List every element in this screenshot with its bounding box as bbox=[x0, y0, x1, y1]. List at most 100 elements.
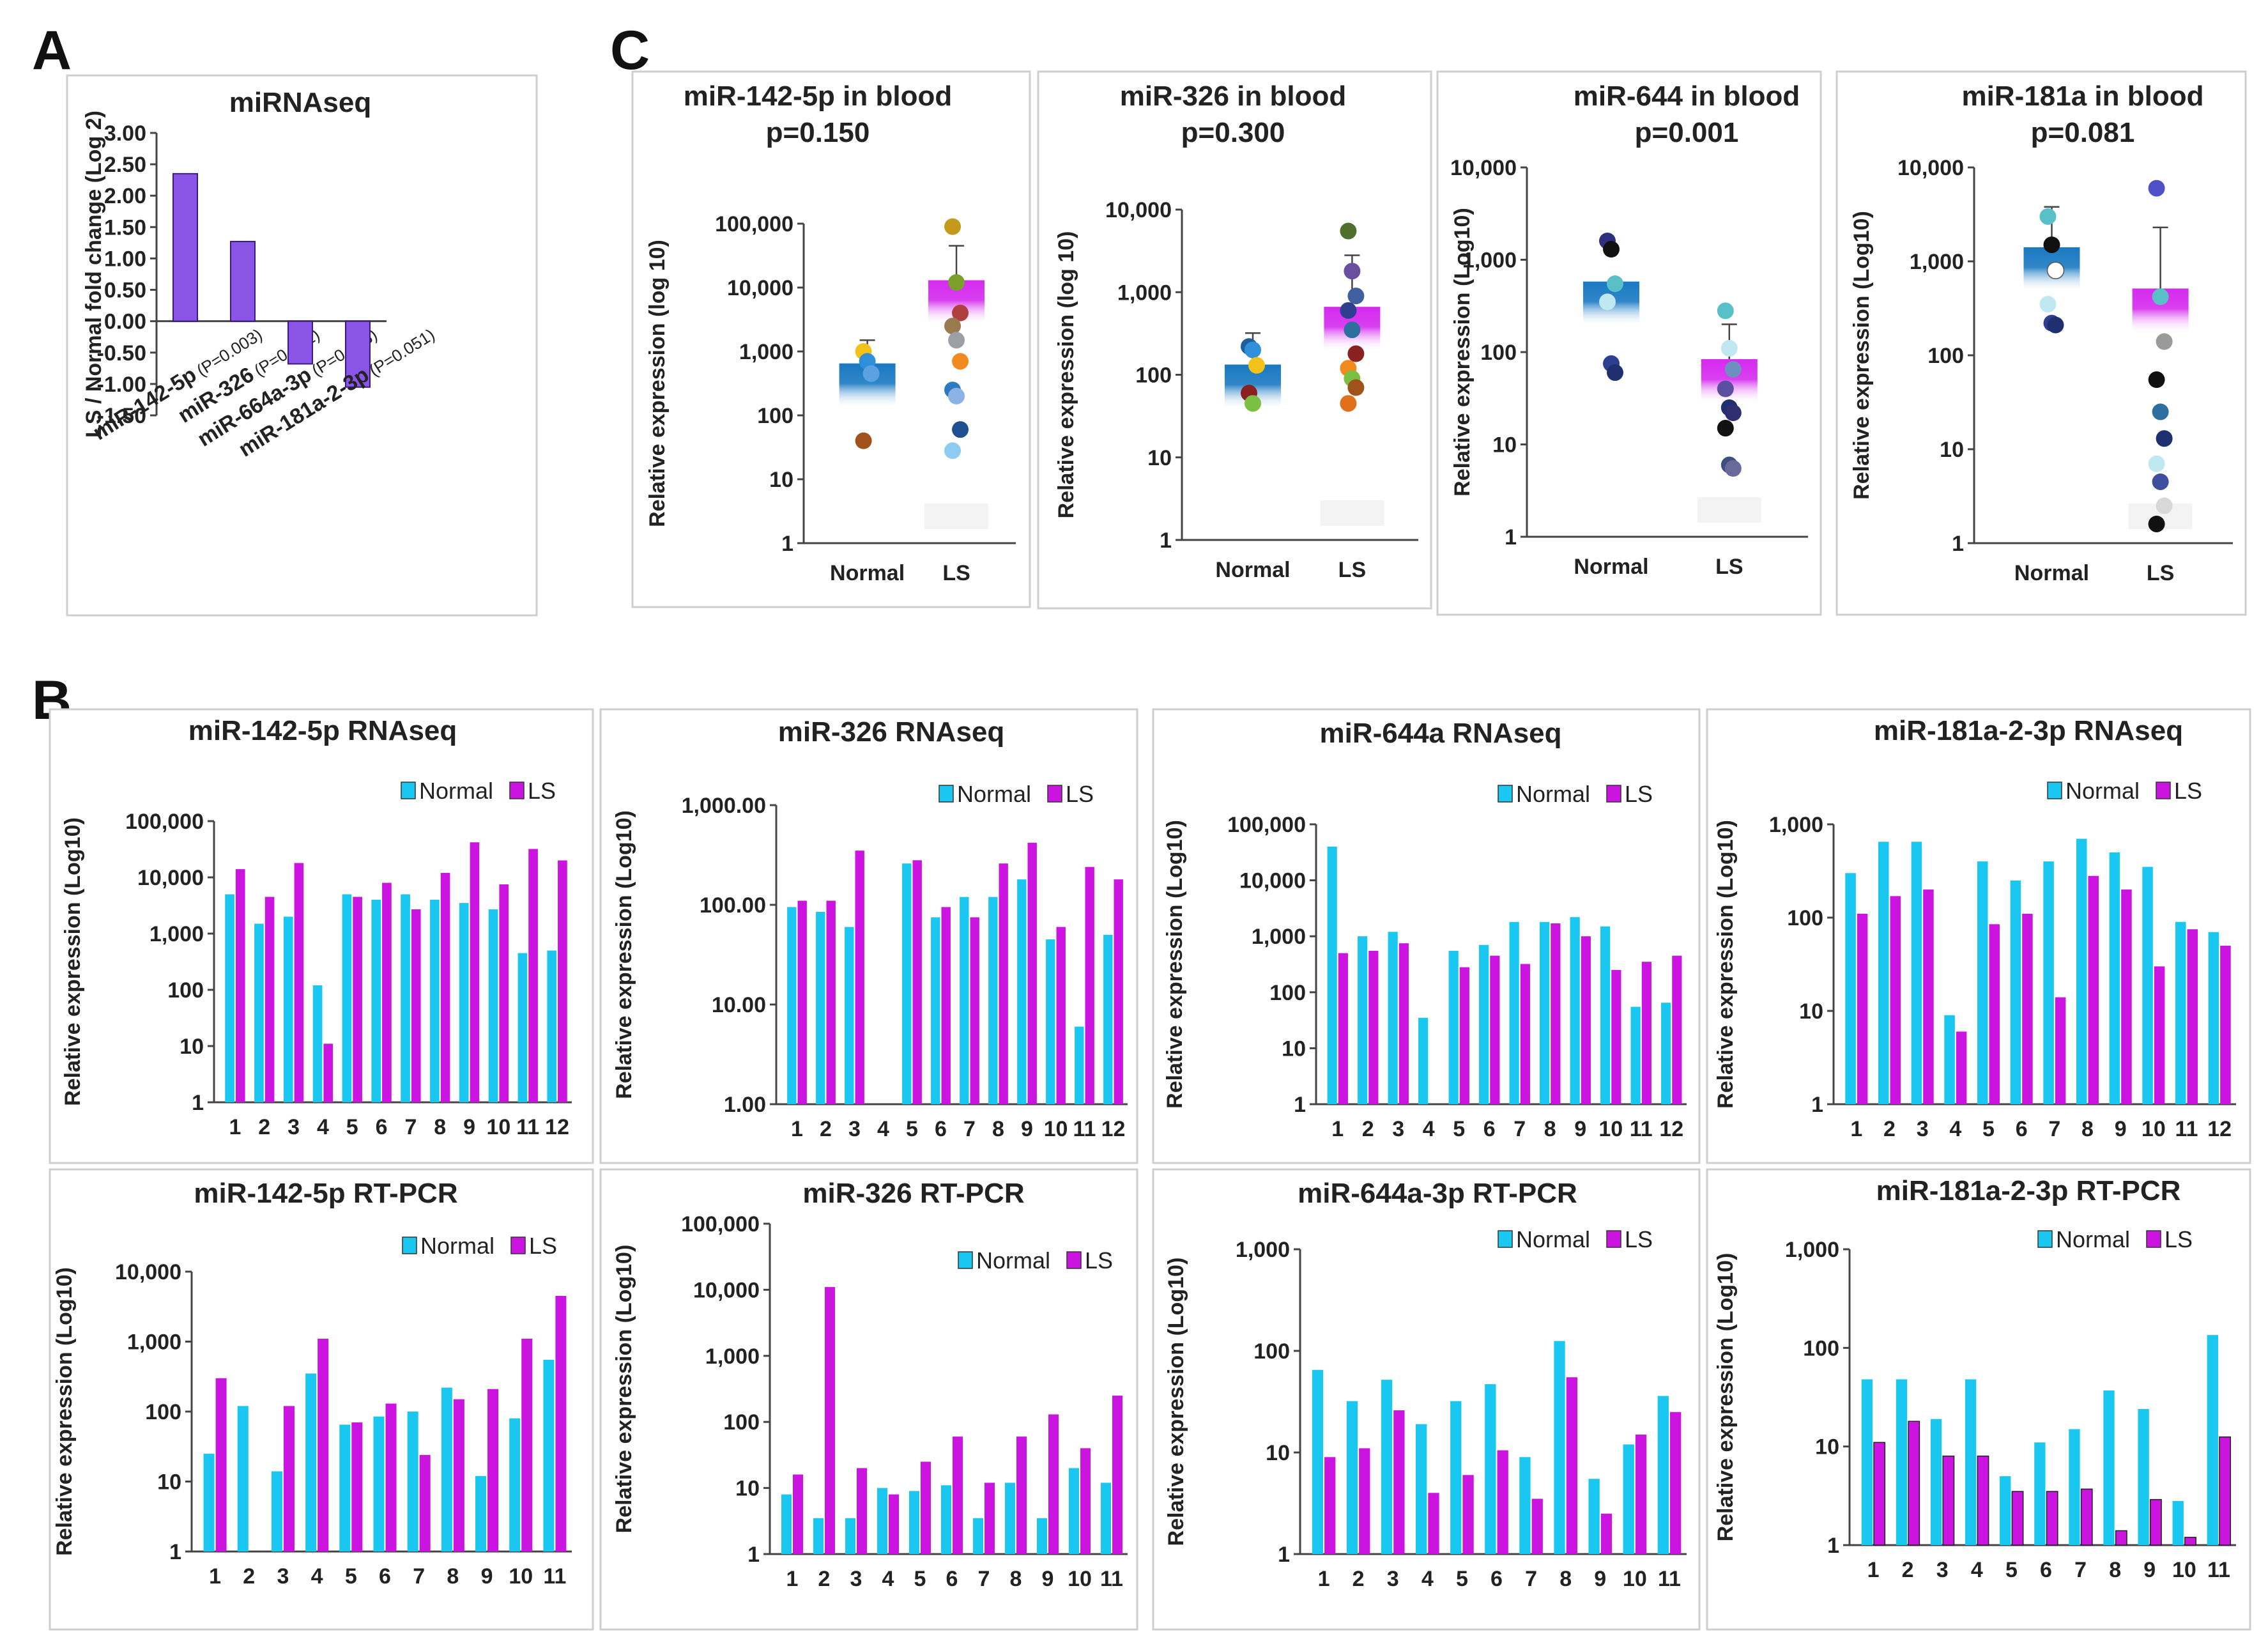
chart-title: miR-142-5p RNAseq bbox=[188, 715, 457, 746]
chart-a-bar bbox=[172, 173, 198, 322]
chart-bar-ls bbox=[1048, 1414, 1059, 1554]
chart-bar-normal bbox=[509, 1418, 521, 1552]
chart-bar-normal bbox=[1630, 1006, 1641, 1104]
chart-bar-ls bbox=[555, 1295, 567, 1552]
chart-xtick-label: 2 bbox=[1362, 1117, 1374, 1141]
chart-bar-normal bbox=[1005, 1482, 1015, 1554]
chart-xtick-label: 6 bbox=[1490, 1567, 1503, 1591]
chart-bar-normal bbox=[1312, 1369, 1324, 1554]
chart-xtick-label: 7 bbox=[413, 1564, 425, 1589]
chart-a-ytick-label: 2.00 bbox=[104, 184, 146, 208]
chart-bar-normal bbox=[1381, 1380, 1393, 1554]
chart-ytick-label: 100 bbox=[1135, 364, 1172, 388]
chart-bar-normal bbox=[1017, 879, 1027, 1104]
chart-category-label: Normal bbox=[1215, 558, 1290, 582]
chart-b1: miR-142-5p RNAseq 100,000 10,000 1,000 100 10… bbox=[49, 708, 594, 1164]
chart-xtick-label: 9 bbox=[1574, 1117, 1586, 1141]
chart-ytick-label: 1 bbox=[1160, 528, 1172, 553]
chart-bar-normal bbox=[517, 953, 528, 1102]
chart-xtick-label: 2 bbox=[820, 1117, 832, 1141]
chart-xtick-label: 3 bbox=[287, 1115, 300, 1139]
chart-a-ytick-label: 3.00 bbox=[104, 121, 146, 146]
chart-ytick-label: 1 bbox=[192, 1091, 204, 1115]
chart-a-ytick-label: 2.50 bbox=[104, 153, 146, 177]
chart-ytick-label: 10,000 bbox=[693, 1278, 760, 1302]
legend-normal-swatch bbox=[2047, 782, 2062, 799]
chart-ytick-label: 100 bbox=[1927, 344, 1964, 368]
chart-bar-normal bbox=[1845, 873, 1856, 1104]
chart-point-normal bbox=[1599, 293, 1616, 311]
chart-bar-normal bbox=[2175, 921, 2186, 1104]
chart-bar-normal bbox=[1588, 1479, 1600, 1554]
chart-bar-ls bbox=[1672, 955, 1682, 1104]
chart-bar-ls bbox=[1428, 1493, 1439, 1554]
chart-xtick-label: 3 bbox=[848, 1117, 861, 1141]
chart-ytick-label: 100,000 bbox=[125, 810, 204, 834]
chart-point-ls bbox=[2148, 515, 2165, 532]
chart-bar-normal bbox=[2103, 1390, 2115, 1545]
chart-ytick-label: 1,000 bbox=[127, 1330, 181, 1355]
chart-bar-ls bbox=[797, 900, 807, 1104]
chart-bar-normal bbox=[2142, 866, 2153, 1104]
chart-xtick-label: 4 bbox=[311, 1564, 323, 1589]
chart-ytick-label: 10,000 bbox=[727, 276, 793, 300]
chart-bar-ls bbox=[1989, 924, 2000, 1104]
legend-ls-label: LS bbox=[529, 1233, 557, 1259]
chart-bar-ls bbox=[1956, 1031, 1967, 1104]
chart-bar-ls bbox=[1459, 967, 1469, 1104]
chart-xtick-label: 10 bbox=[1623, 1567, 1647, 1591]
chart-bar-normal bbox=[1358, 936, 1368, 1104]
legend-ls-label: LS bbox=[1625, 1226, 1653, 1252]
chart-bar-ls bbox=[353, 897, 362, 1102]
chart-bar-normal bbox=[1944, 1015, 1955, 1104]
chart-point-ls bbox=[2148, 371, 2165, 389]
chart-bar-ls bbox=[1027, 842, 1037, 1104]
chart-ytick-label: 100 bbox=[1253, 1339, 1290, 1364]
chart-point-ls bbox=[2152, 288, 2169, 305]
chart-bar-ls bbox=[235, 869, 245, 1102]
chart-bar-normal bbox=[813, 1518, 824, 1554]
chart-xtick-label: 11 bbox=[516, 1115, 539, 1139]
chart-ytick-label: 1,000.00 bbox=[682, 794, 766, 818]
chart-ytick-label: 1 bbox=[1827, 1534, 1839, 1558]
chart-frame bbox=[1835, 70, 2247, 616]
chart-bar-normal bbox=[1327, 846, 1337, 1104]
chart-bar-ls bbox=[2011, 1491, 2024, 1546]
chart-ylabel: Relative expression (Log10) bbox=[1713, 1253, 1738, 1542]
chart-point-normal bbox=[2043, 236, 2060, 254]
chart-bar-ls bbox=[1114, 879, 1123, 1104]
chart-bar-normal bbox=[2043, 861, 2054, 1104]
chart-a-ytick-label: -1.50 bbox=[97, 404, 147, 428]
chart-bar-ls bbox=[1669, 1412, 1682, 1554]
chart-legend: Normal LS bbox=[939, 781, 1094, 807]
chart-xtick-label: 1 bbox=[786, 1567, 799, 1591]
chart-bar-normal bbox=[988, 897, 998, 1104]
chart-ytick-label: 100 bbox=[1803, 1336, 1839, 1360]
chart-ytick-label: 1,000 bbox=[1769, 813, 1823, 837]
chart-category-label: LS bbox=[2147, 561, 2174, 585]
chart-ytick-label: 10.00 bbox=[712, 993, 766, 1017]
chart-floor-shadow bbox=[1697, 497, 1761, 523]
chart-bar-normal bbox=[1519, 1457, 1531, 1554]
chart-bar-normal bbox=[1346, 1401, 1358, 1554]
chart-xtick-label: 2 bbox=[1883, 1117, 1896, 1141]
chart-xtick-label: 9 bbox=[2143, 1558, 2156, 1582]
chart-point-ls bbox=[1720, 340, 1738, 357]
chart-xtick-label: 7 bbox=[404, 1115, 417, 1139]
chart-bar-normal bbox=[1037, 1518, 1047, 1554]
chart-frame bbox=[599, 1168, 1138, 1631]
chart-bar-normal bbox=[931, 917, 940, 1104]
chart-b5: miR-142-5p RT-PCR 10,000 1,000 100 10 1 Relati… bbox=[49, 1168, 594, 1631]
chart-xtick-label: 6 bbox=[1483, 1117, 1496, 1141]
chart-bar-ls bbox=[2154, 966, 2165, 1104]
chart-xtick-label: 3 bbox=[277, 1564, 289, 1589]
legend-normal-swatch bbox=[2037, 1230, 2053, 1248]
chart-ytick-label: 100 bbox=[1269, 981, 1306, 1005]
chart-point-ls bbox=[1344, 321, 1361, 339]
chart-bar-ls bbox=[1368, 950, 1379, 1104]
legend-ls-swatch bbox=[2156, 782, 2171, 799]
chart-c4: miR-181a in blood p=0.081 10,000 1,000 100 10… bbox=[1835, 70, 2247, 616]
chart-xtick-label: 9 bbox=[2115, 1117, 2127, 1141]
chart-point-normal bbox=[1245, 341, 1261, 358]
chart-legend: Normal LS bbox=[1498, 781, 1653, 807]
